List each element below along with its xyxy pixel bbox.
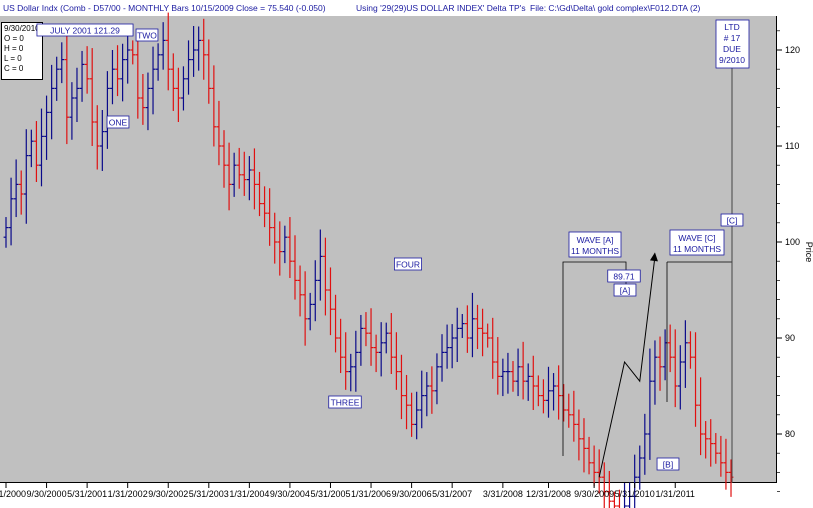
annotation-july-2001-high: JULY 2001 121.29 bbox=[50, 26, 120, 36]
annotation-wave-four-box bbox=[393, 257, 422, 271]
annotation-wave-a-box bbox=[568, 231, 622, 258]
ohlc-low: L = 0 bbox=[4, 54, 22, 63]
annotation-wave-one: ONE bbox=[109, 118, 128, 128]
chart-header: US Dollar Indx (Comb - D57/00 - MONTHLY … bbox=[0, 0, 813, 16]
annotation-wave-c-label: [C] bbox=[727, 216, 738, 226]
ohlc-readout-box: 9/30/2010 O = 0 H = 0 L = 0 C = 0 bbox=[1, 22, 43, 80]
x-tick-label: 1/31/2002 bbox=[108, 489, 148, 499]
annotation-july-2001-high-box bbox=[36, 23, 134, 37]
y-tick-label: 80 bbox=[785, 429, 795, 439]
x-tick-label: 5/31/2003 bbox=[189, 489, 229, 499]
x-tick-label: 9/30/2000 bbox=[27, 489, 67, 499]
annotation-ltd-box bbox=[715, 19, 750, 69]
annotation-wave-a-months: 11 MONTHS bbox=[571, 246, 619, 256]
ohlc-close: C = 0 bbox=[4, 64, 24, 73]
ohlc-date: 9/30/2010 bbox=[4, 24, 40, 33]
x-tick-label: 9/30/2009 bbox=[574, 489, 614, 499]
annotation-wave-c-label-box bbox=[720, 213, 744, 227]
annotation-wave-a-label-box bbox=[613, 283, 637, 297]
annotation-ltd-title: LTD bbox=[724, 22, 739, 32]
annotation-ltd-date: 9/2010 bbox=[719, 55, 745, 65]
chart-source-info: Using '29(29)US DOLLAR INDEX' Delta TP's bbox=[356, 3, 526, 13]
annotation-wave-four: FOUR bbox=[396, 260, 420, 270]
chart-file-info: File: C:\Gd\Delta\ gold complex\F012.DTA… bbox=[530, 3, 701, 13]
chart-title: US Dollar Indx (Comb - D57/00 - MONTHLY … bbox=[3, 3, 326, 13]
annotation-wave-three: THREE bbox=[331, 398, 360, 408]
x-tick-label: 3/31/2008 bbox=[483, 489, 523, 499]
y-tick-label: 110 bbox=[785, 141, 799, 151]
annotation-wave-two: TWO bbox=[137, 31, 157, 41]
annotation-wave-one-box bbox=[106, 115, 130, 129]
annotation-ltd-number: # 17 bbox=[724, 33, 741, 43]
annotation-wave-b-label: [B] bbox=[663, 460, 673, 470]
annotation-wave-c: WAVE [C] bbox=[678, 233, 715, 243]
x-tick-label: 9/30/2006 bbox=[392, 489, 432, 499]
x-tick-label: 1/31/2000 bbox=[0, 489, 26, 499]
y-tick-label: 120 bbox=[785, 45, 800, 55]
ohlc-open: O = 0 bbox=[4, 34, 24, 43]
x-tick-label: 5/31/2005 bbox=[310, 489, 350, 499]
ohlc-high: H = 0 bbox=[4, 44, 24, 53]
annotation-wave-a-label: [A] bbox=[620, 286, 630, 296]
annotation-ltd-due: DUE bbox=[723, 44, 741, 54]
y-tick-label: 100 bbox=[785, 237, 800, 247]
y-tick-label: 90 bbox=[785, 333, 795, 343]
projection-arrowhead bbox=[649, 252, 658, 262]
x-tick-label: 1/31/2011 bbox=[656, 489, 695, 499]
annotation-wave-three-box bbox=[328, 395, 362, 409]
y-axis-label: Price bbox=[804, 242, 813, 263]
projection-line bbox=[598, 256, 656, 478]
annotation-wave-a: WAVE [A] bbox=[577, 235, 614, 245]
x-tick-label: 5/31/2001 bbox=[67, 489, 107, 499]
annotation-peak-value: 89.71 bbox=[613, 272, 635, 282]
annotation-peak-value-box bbox=[607, 269, 641, 283]
x-tick-label: 5/31/2007 bbox=[432, 489, 472, 499]
x-tick-label: 1/31/2006 bbox=[351, 489, 391, 499]
plot-area[interactable] bbox=[0, 16, 777, 483]
x-tick-label: 9/30/2004 bbox=[270, 489, 310, 499]
x-tick-label: 9/30/2002 bbox=[148, 489, 188, 499]
x-tick-label: 1/31/2004 bbox=[229, 489, 269, 499]
x-axis-panel bbox=[0, 484, 813, 508]
annotation-wave-c-box bbox=[669, 229, 725, 256]
y-axis-panel bbox=[777, 16, 813, 483]
annotation-wave-two-box bbox=[135, 28, 159, 42]
x-tick-label: 5/31/2010 bbox=[615, 489, 655, 499]
wave-c-bracket bbox=[667, 261, 733, 423]
annotation-wave-b-label-box bbox=[656, 457, 680, 471]
annotation-wave-c-months: 11 MONTHS bbox=[673, 244, 721, 254]
x-tick-label: 12/31/2008 bbox=[526, 489, 571, 499]
